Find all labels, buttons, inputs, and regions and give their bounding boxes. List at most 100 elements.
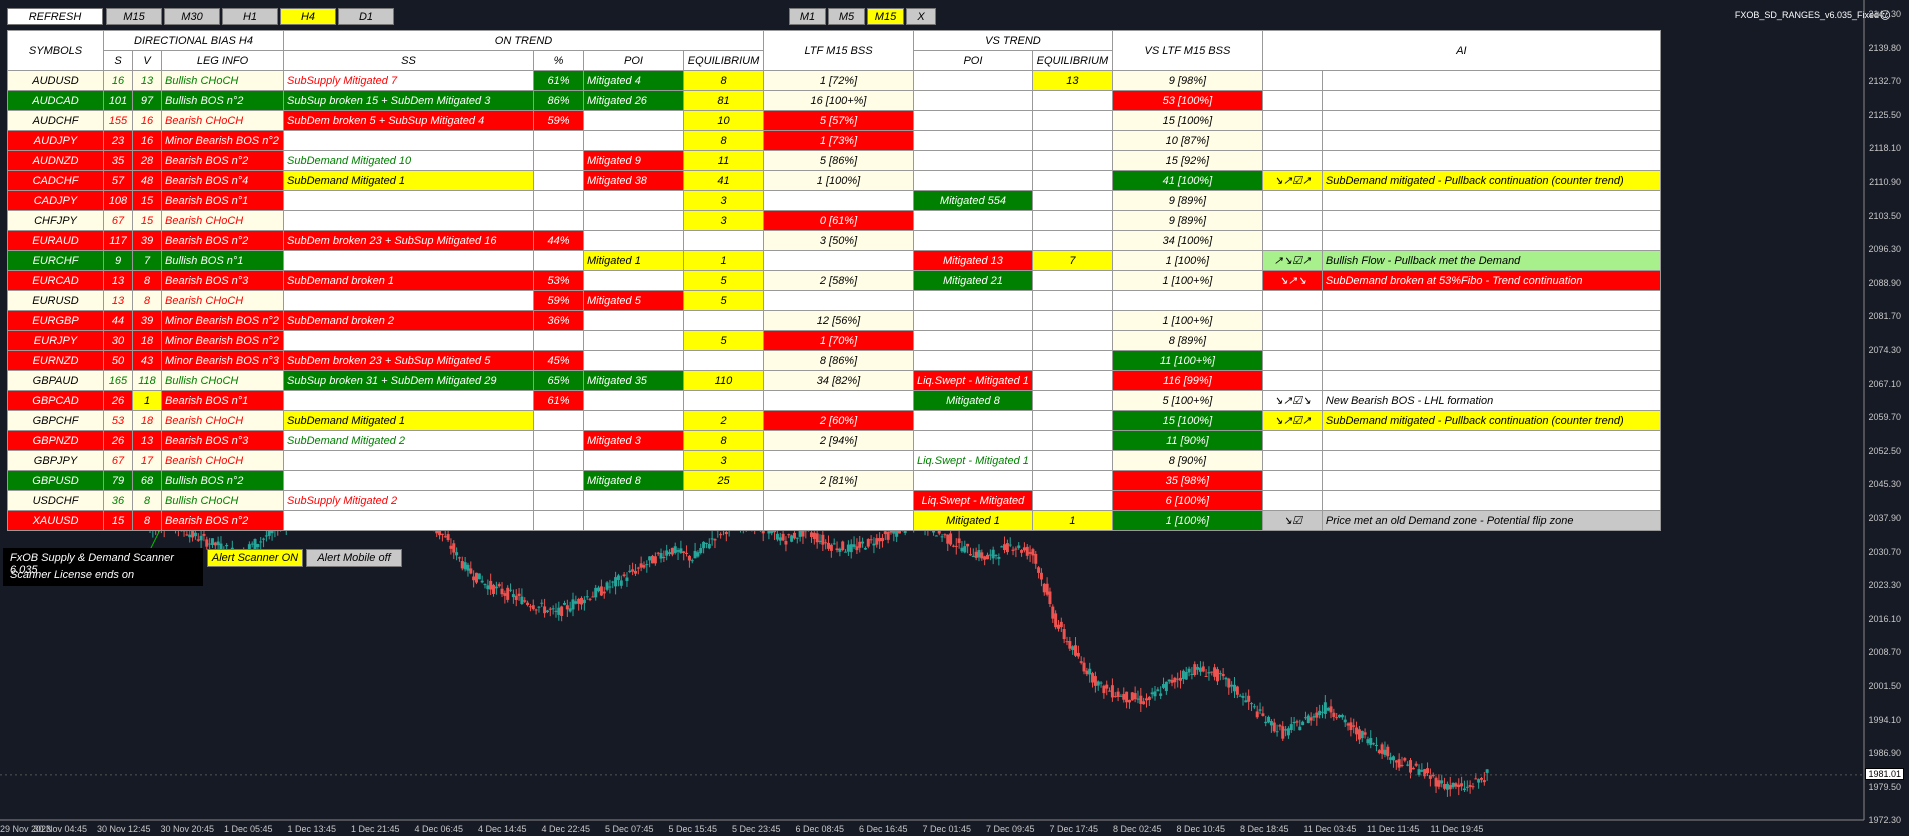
tf-button-d1[interactable]: D1	[338, 8, 394, 25]
cell-vltf: 8 [89%]	[1111, 330, 1263, 351]
cell-sym[interactable]: EURNZD	[7, 350, 104, 371]
candle-body	[210, 538, 214, 546]
candle-body	[1122, 693, 1126, 700]
candle-body	[1329, 706, 1333, 713]
cell-sym[interactable]: GBPUSD	[7, 470, 104, 491]
cell-eq: 25	[683, 470, 764, 491]
candle-body	[1335, 717, 1339, 719]
cell-leg: Bullish BOS n°2	[161, 90, 284, 111]
ltf-button-m1[interactable]: M1	[789, 8, 826, 25]
cell-sym[interactable]: EURCHF	[7, 250, 104, 271]
candle-body	[611, 581, 615, 583]
price-tick: 2118.10	[1869, 143, 1901, 154]
cell-eq	[683, 390, 764, 411]
tf-button-h4[interactable]: H4	[280, 8, 336, 25]
candle-body	[440, 533, 444, 535]
candle-body	[205, 539, 209, 547]
cell-ai	[1321, 210, 1661, 231]
table-row: AUDNZD 35 28 Bearish BOS n°2 SubDemand Mitig…	[7, 150, 1661, 171]
cell-sym[interactable]: GBPNZD	[7, 430, 104, 451]
candle-body	[1471, 786, 1475, 788]
cell-vpoi: Liq.Swept - Mitigated 1	[913, 450, 1033, 471]
candle-body	[625, 577, 629, 582]
cell-ss: SubDemand broken 2	[283, 310, 534, 331]
cell-vltf: 1 [100%]	[1111, 250, 1263, 271]
cell-ai	[1321, 150, 1661, 171]
cell-ss: SubDem broken 5 + SubSup Mitigated 4	[283, 110, 534, 131]
candle-body	[1051, 606, 1055, 619]
tf-button-h1[interactable]: H1	[222, 8, 278, 25]
cell-sym[interactable]: AUDCHF	[7, 110, 104, 131]
cell-sym[interactable]: AUDUSD	[7, 70, 104, 91]
candle-body	[1230, 684, 1234, 687]
candle-body	[1374, 744, 1378, 747]
cell-s: 117	[103, 230, 133, 251]
candle-body	[1039, 572, 1043, 580]
cell-sym[interactable]: EURGBP	[7, 310, 104, 331]
cell-leg: Bearish CHoCH	[161, 450, 284, 471]
header-vs-equilibrium: EQUILIBRIUM	[1031, 50, 1113, 71]
candle-body	[1167, 679, 1171, 682]
ltf-button-m15[interactable]: M15	[867, 8, 904, 25]
cell-ss	[283, 250, 534, 271]
scanner-table: SYMBOLS DIRECTIONAL BIAS H4 ON TREND LTF…	[7, 30, 1661, 531]
cell-sym[interactable]: CHFJPY	[7, 210, 104, 231]
cell-sym[interactable]: EURCAD	[7, 270, 104, 291]
alert-mobile-button[interactable]: Alert Mobile off	[306, 549, 402, 567]
cell-sym[interactable]: CADJPY	[7, 190, 104, 211]
candle-body	[963, 546, 967, 553]
cell-ss	[283, 190, 534, 211]
candle-body	[1042, 583, 1046, 593]
close-button[interactable]: X	[906, 8, 936, 25]
candle-body	[571, 599, 575, 610]
cell-sym[interactable]: CADCHF	[7, 170, 104, 191]
cell-vltf: 11 [90%]	[1111, 430, 1263, 451]
candle-body	[1232, 684, 1236, 692]
candle-body	[1372, 743, 1376, 745]
price-tick: 2045.30	[1868, 479, 1901, 490]
alert-scanner-button[interactable]: Alert Scanner ON	[207, 549, 303, 567]
cell-eq: 41	[683, 170, 764, 191]
cell-pct	[533, 210, 584, 231]
tf-button-m15[interactable]: M15	[106, 8, 162, 25]
candle-body	[202, 533, 206, 536]
refresh-button[interactable]: REFRESH	[7, 8, 103, 25]
candle-body	[1445, 783, 1449, 790]
cell-v: 13	[132, 430, 162, 451]
cell-vpoi	[913, 110, 1033, 131]
cell-sym[interactable]: GBPAUD	[7, 370, 104, 391]
cell-leg: Bearish BOS n°2	[161, 150, 284, 171]
candle-body	[1005, 543, 1009, 553]
candle-body	[991, 549, 995, 559]
cell-ai-icon: ↘↗↘	[1261, 270, 1323, 291]
cell-sym[interactable]: AUDNZD	[7, 150, 104, 171]
tf-button-m30[interactable]: M30	[164, 8, 220, 25]
cell-sym[interactable]: GBPJPY	[7, 450, 104, 471]
cell-sym[interactable]: XAUUSD	[7, 510, 104, 531]
cell-s: 13	[103, 270, 133, 291]
time-tick: 8 Dec 10:45	[1176, 824, 1226, 834]
candle-body	[668, 552, 672, 555]
cell-poi	[583, 310, 684, 331]
cell-sym[interactable]: AUDCAD	[7, 90, 104, 111]
candle-body	[466, 564, 470, 571]
cell-sym[interactable]: EURAUD	[7, 230, 104, 251]
ltf-button-m5[interactable]: M5	[828, 8, 865, 25]
cell-vltf: 41 [100%]	[1111, 170, 1263, 191]
cell-sym[interactable]: EURJPY	[7, 330, 104, 351]
cell-sym[interactable]: GBPCAD	[7, 390, 104, 411]
cell-sym[interactable]: EURUSD	[7, 290, 104, 311]
cell-poi	[583, 450, 684, 471]
candle-body	[801, 527, 805, 537]
cell-veq	[1031, 270, 1113, 291]
candle-body	[1062, 629, 1066, 640]
cell-pct	[533, 250, 584, 271]
cell-ltf: 34 [82%]	[763, 370, 914, 391]
cell-sym[interactable]: GBPCHF	[7, 410, 104, 431]
cell-s: 15	[103, 510, 133, 531]
cell-sym[interactable]: USDCHF	[7, 490, 104, 511]
candle-body	[1357, 729, 1361, 740]
cell-sym[interactable]: AUDJPY	[7, 130, 104, 151]
candle-body	[1468, 784, 1472, 787]
